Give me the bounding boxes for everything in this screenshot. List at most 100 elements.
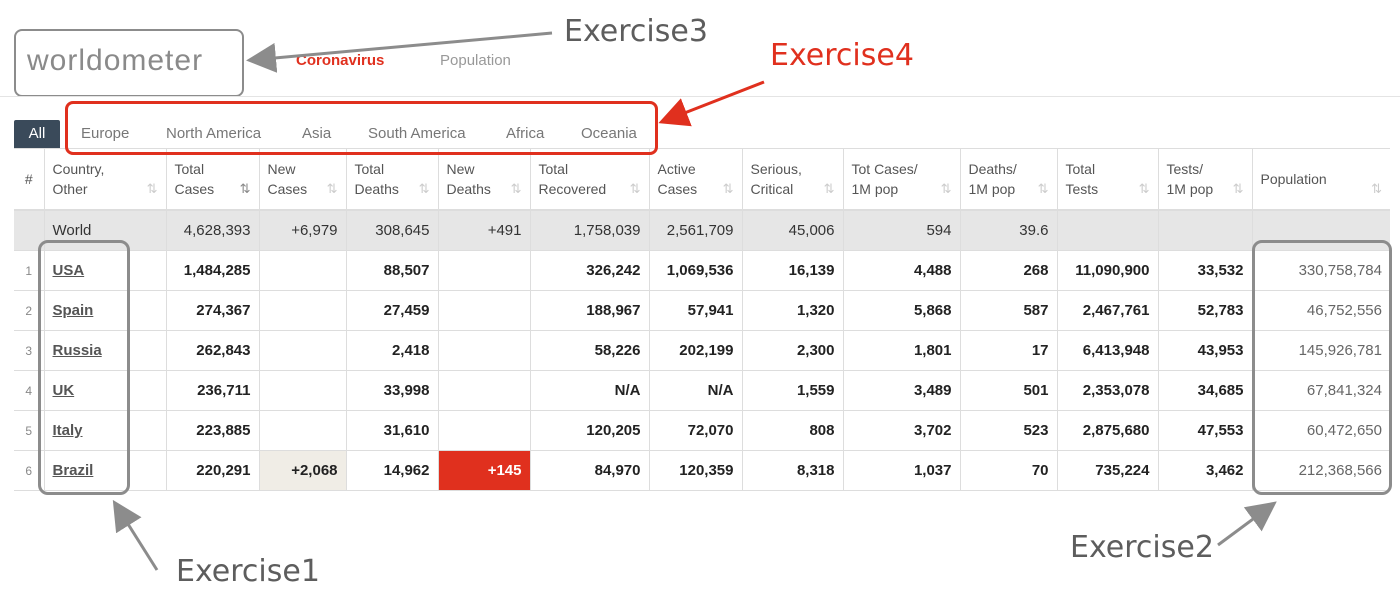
exercise2-highlight-box <box>1252 240 1392 495</box>
header-deaths-per-million[interactable]: Deaths/1M pop ⇅ <box>959 148 1057 211</box>
header-total-cases[interactable]: Total Cases ⇅ <box>165 148 259 211</box>
header-active-cases[interactable]: Active Cases ⇅ <box>648 148 742 211</box>
sort-icon[interactable]: ⇅ <box>629 181 641 196</box>
header-population[interactable]: Population ⇅ <box>1251 148 1390 211</box>
new-deaths-cell <box>437 250 530 291</box>
cases-per-million-cell: 1,037 <box>842 450 960 491</box>
total-recovered-cell: N/A <box>529 370 649 411</box>
nav-coronavirus-link[interactable]: Coronavirus <box>296 52 385 69</box>
serious-critical-cell: 1,320 <box>741 290 843 331</box>
total-cases-cell: 223,885 <box>165 410 259 451</box>
table-header-row: # Country, Other ⇅ Total Cases ⇅ New Cases ⇅ T… <box>14 148 1390 211</box>
header-divider <box>0 96 1400 97</box>
sort-icon[interactable]: ⇅ <box>1138 181 1150 196</box>
header-cases-per-million[interactable]: Tot Cases/1M pop ⇅ <box>842 148 960 211</box>
sort-icon[interactable]: ⇅ <box>722 181 734 196</box>
deaths-per-million-cell: 501 <box>959 370 1057 411</box>
tab-all[interactable]: All <box>14 120 60 148</box>
tab-north-america[interactable]: North America <box>166 125 262 142</box>
total-deaths-cell: 308,645 <box>345 210 438 251</box>
deaths-per-million-cell: 268 <box>959 250 1057 291</box>
total-cases-cell: 274,367 <box>165 290 259 331</box>
population-cell: 46,752,556 <box>1251 290 1390 331</box>
tests-per-million-cell: 33,532 <box>1157 250 1252 291</box>
new-cases-cell <box>258 410 346 451</box>
serious-critical-cell: 8,318 <box>741 450 843 491</box>
tab-europe[interactable]: Europe <box>81 125 130 142</box>
cases-per-million-cell: 594 <box>842 210 960 251</box>
table-row: 3 Russia 262,843 2,418 58,226 202,199 2,… <box>14 330 1390 371</box>
total-deaths-cell: 27,459 <box>345 290 438 331</box>
header-new-cases[interactable]: New Cases ⇅ <box>258 148 346 211</box>
population-cell <box>1251 210 1390 251</box>
table-row: 6 Brazil 220,291 +2,068 14,962 +145 84,9… <box>14 450 1390 491</box>
total-tests-cell <box>1056 210 1158 251</box>
total-deaths-cell: 2,418 <box>345 330 438 371</box>
population-cell: 60,472,650 <box>1251 410 1390 451</box>
sort-icon[interactable]: ⇅ <box>1037 181 1049 196</box>
tab-africa[interactable]: Africa <box>506 125 545 142</box>
total-deaths-cell: 88,507 <box>345 250 438 291</box>
sort-icon[interactable]: ⇅ <box>510 181 522 196</box>
total-cases-cell: 4,628,393 <box>165 210 259 251</box>
country-link[interactable]: Italy <box>43 410 166 451</box>
header-total-recovered[interactable]: Total Recovered ⇅ <box>529 148 649 211</box>
new-cases-cell <box>258 290 346 331</box>
serious-critical-cell: 2,300 <box>741 330 843 371</box>
header-tests-per-million[interactable]: Tests/1M pop ⇅ <box>1157 148 1252 211</box>
sort-icon[interactable]: ⇅ <box>940 181 952 196</box>
serious-critical-cell: 1,559 <box>741 370 843 411</box>
new-deaths-cell: +491 <box>437 210 530 251</box>
exercise1-arrow <box>112 499 159 571</box>
active-cases-cell: 72,070 <box>648 410 742 451</box>
total-recovered-cell: 58,226 <box>529 330 649 371</box>
worldometer-logo[interactable]: worldometer <box>27 44 204 77</box>
nav-population-link[interactable]: Population <box>440 52 511 69</box>
active-cases-cell: 57,941 <box>648 290 742 331</box>
sort-icon[interactable]: ⇅ <box>418 181 430 196</box>
new-deaths-cell <box>437 290 530 331</box>
table-row: 4 UK 236,711 33,998 N/A N/A 1,559 3,489 … <box>14 370 1390 411</box>
new-cases-cell: +2,068 <box>258 450 346 491</box>
tab-south-america[interactable]: South America <box>368 125 466 142</box>
exercise1-highlight-box <box>38 240 130 495</box>
header-total-tests[interactable]: Total Tests ⇅ <box>1056 148 1158 211</box>
country-link[interactable]: Brazil <box>43 450 166 491</box>
exercise3-label: Exercise3 <box>564 14 708 49</box>
sort-icon[interactable]: ⇅ <box>1232 181 1244 196</box>
sort-desc-icon[interactable]: ⇅ <box>239 181 251 196</box>
new-cases-cell: +6,979 <box>258 210 346 251</box>
tests-per-million-cell: 52,783 <box>1157 290 1252 331</box>
country-link[interactable]: USA <box>43 250 166 291</box>
tab-oceania[interactable]: Oceania <box>581 125 637 142</box>
exercise4-label: Exercise4 <box>770 38 914 73</box>
tests-per-million-cell: 3,462 <box>1157 450 1252 491</box>
population-cell: 212,368,566 <box>1251 450 1390 491</box>
sort-icon[interactable]: ⇅ <box>823 181 835 196</box>
country-link[interactable]: UK <box>43 370 166 411</box>
header-serious-critical[interactable]: Serious, Critical ⇅ <box>741 148 843 211</box>
header-country[interactable]: Country, Other ⇅ <box>43 148 166 211</box>
header-index: # <box>14 148 44 211</box>
total-recovered-cell: 120,205 <box>529 410 649 451</box>
sort-icon[interactable]: ⇅ <box>146 181 158 196</box>
total-cases-cell: 1,484,285 <box>165 250 259 291</box>
country-link[interactable]: Russia <box>43 330 166 371</box>
tests-per-million-cell: 34,685 <box>1157 370 1252 411</box>
population-cell: 330,758,784 <box>1251 250 1390 291</box>
tab-asia[interactable]: Asia <box>302 125 332 142</box>
covid-stats-table: # Country, Other ⇅ Total Cases ⇅ New Cases ⇅ T… <box>14 148 1390 491</box>
header-total-deaths[interactable]: Total Deaths ⇅ <box>345 148 438 211</box>
exercise4-highlight-box <box>65 101 658 155</box>
country-link[interactable]: Spain <box>43 290 166 331</box>
total-tests-cell: 2,467,761 <box>1056 290 1158 331</box>
serious-critical-cell: 16,139 <box>741 250 843 291</box>
tests-per-million-cell: 43,953 <box>1157 330 1252 371</box>
total-recovered-cell: 326,242 <box>529 250 649 291</box>
sort-icon[interactable]: ⇅ <box>326 181 338 196</box>
total-deaths-cell: 33,998 <box>345 370 438 411</box>
total-tests-cell: 2,875,680 <box>1056 410 1158 451</box>
header-new-deaths[interactable]: New Deaths ⇅ <box>437 148 530 211</box>
population-cell: 145,926,781 <box>1251 330 1390 371</box>
sort-icon[interactable]: ⇅ <box>1371 181 1382 196</box>
